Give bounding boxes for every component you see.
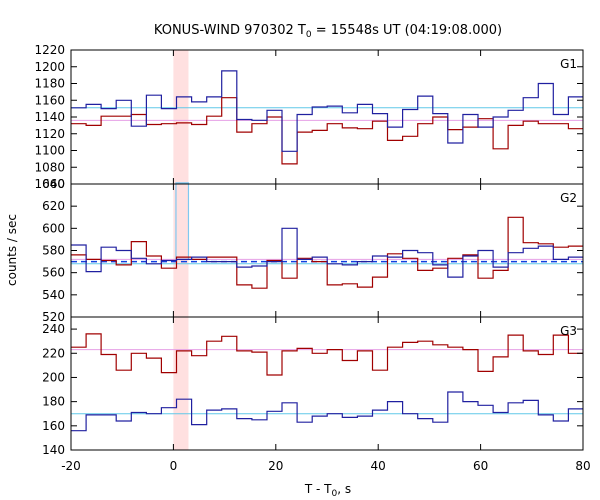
y-tick-label: 620 bbox=[42, 199, 65, 213]
y-tick-label: 1220 bbox=[34, 43, 65, 57]
y-tick-label: 160 bbox=[42, 419, 65, 433]
y-tick-label: 540 bbox=[42, 288, 65, 302]
y-tick-label: 1100 bbox=[34, 144, 65, 158]
x-tick-label: 40 bbox=[371, 459, 386, 473]
series-line-g2-1 bbox=[71, 227, 583, 278]
x-tick-label: 20 bbox=[268, 459, 283, 473]
y-tick-label: 140 bbox=[42, 443, 65, 457]
y-tick-label: 1160 bbox=[34, 93, 65, 107]
x-tick-label: 80 bbox=[575, 459, 590, 473]
y-tick-label: 600 bbox=[42, 221, 65, 235]
x-tick-label: -20 bbox=[61, 459, 81, 473]
panel-g3: 140 160 180 200 220 240 G3 bbox=[42, 316, 584, 457]
y-tick-label: 1060 bbox=[34, 177, 65, 191]
panel-label-g3: G3 bbox=[560, 324, 577, 338]
y-tick-label: 180 bbox=[42, 395, 65, 409]
y-tick-label: 520 bbox=[42, 310, 65, 324]
panel-frame-g3 bbox=[70, 316, 584, 451]
y-tick-label: 240 bbox=[42, 322, 65, 336]
y-tick-label: 580 bbox=[42, 244, 65, 258]
series-line-g2-0 bbox=[71, 216, 583, 289]
panel-label-g2: G2 bbox=[560, 191, 577, 205]
y-tick-label: 1200 bbox=[34, 60, 65, 74]
y-tick-label: 1080 bbox=[34, 160, 65, 174]
x-axis-label: T - T0, s bbox=[304, 482, 351, 499]
y-tick-label: 560 bbox=[42, 266, 65, 280]
y-tick-label: 1180 bbox=[34, 77, 65, 91]
y-tick-label: 200 bbox=[42, 370, 65, 384]
panel-g1: 1060 1080 1100 1120 1140 1160 1180 1200 1220 G1 bbox=[34, 43, 584, 191]
series-line-g3-0 bbox=[71, 333, 583, 376]
y-tick-label: 220 bbox=[42, 346, 65, 360]
panel-g2: 520 540 560 580 600 620 640 G2 bbox=[42, 177, 584, 324]
panel-label-g1: G1 bbox=[560, 57, 577, 71]
panels-group: 1060 1080 1100 1120 1140 1160 1180 1200 1220 G1 52… bbox=[34, 43, 590, 473]
series-line-g1-1 bbox=[71, 70, 583, 152]
y-tick-label: 640 bbox=[42, 177, 65, 191]
panel-frame-g2 bbox=[70, 183, 584, 318]
chart-title: KONUS-WIND 970302 T0 = 15548s UT (04:19:… bbox=[154, 23, 502, 40]
series-line-g3-1 bbox=[71, 391, 583, 432]
y-axis-label: counts / sec bbox=[5, 214, 19, 286]
y-tick-label: 1140 bbox=[34, 110, 65, 124]
y-tick-label: 1120 bbox=[34, 127, 65, 141]
x-tick-label: 0 bbox=[170, 459, 178, 473]
peak-bin-g2 bbox=[175, 182, 190, 260]
x-tick-label: 60 bbox=[473, 459, 488, 473]
